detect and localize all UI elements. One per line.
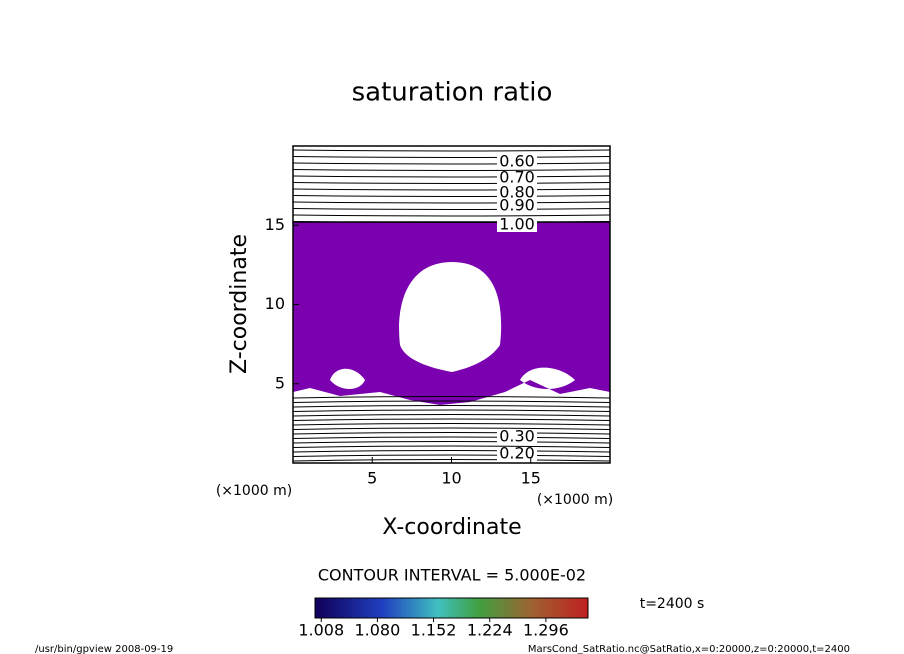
x-tick-label: 15: [521, 469, 541, 488]
chart-title: saturation ratio: [352, 78, 553, 108]
contour-label: 1.00: [499, 215, 535, 234]
contour-label: 0.70: [499, 168, 535, 187]
contour-lines: 0.600.700.800.901.00 0.300.20: [292, 149, 611, 463]
contour-line: [292, 400, 611, 403]
contour-line: [292, 445, 611, 448]
contour-label-bg: [497, 171, 537, 185]
y-tick-label: 15: [265, 215, 285, 234]
colorbar-tick-label: 1.152: [411, 621, 457, 640]
contour-label-bg: [497, 199, 537, 213]
contour-line: [292, 450, 611, 453]
contour-line: [292, 427, 611, 430]
contour-line: [292, 156, 611, 158]
contour-label-bg: [497, 218, 537, 232]
contour-line: [292, 414, 611, 417]
contour-line: [292, 454, 611, 457]
contour-line: [292, 409, 611, 412]
contour-line: [292, 396, 611, 399]
colorbar-tick-label: 1.296: [523, 621, 569, 640]
contour-line: [292, 188, 611, 191]
contour-line: [292, 436, 611, 439]
colorbar-tick-label: 1.224: [467, 621, 513, 640]
colorbar: [314, 597, 589, 619]
contour-label-bg: [497, 186, 537, 200]
contour-line: [292, 405, 611, 408]
contour-line: [292, 182, 611, 184]
contour-line: [292, 423, 611, 426]
contour-line: [292, 195, 611, 197]
x-tick-label: 5: [367, 469, 377, 488]
contour-label: 0.60: [499, 152, 535, 171]
contour-label-bg: [497, 430, 537, 444]
contour-interval: CONTOUR INTERVAL = 5.000E-02: [318, 566, 586, 585]
footer-left: /usr/bin/gpview 2008-09-19: [35, 644, 173, 654]
x-unit: (×1000 m): [537, 492, 613, 508]
x-tick-label: 10: [441, 469, 461, 488]
contour-line: [292, 441, 611, 444]
contour-label: 0.80: [499, 183, 535, 202]
contour-label-bg: [497, 155, 537, 169]
time-label: t=2400 s: [640, 596, 705, 612]
contour-label: 0.30: [499, 427, 535, 446]
contour-line: [292, 169, 611, 171]
contour-line: [292, 418, 611, 421]
contour-label: 0.20: [499, 444, 535, 463]
x-axis-label: X-coordinate: [382, 515, 521, 540]
contour-label-bg: [497, 447, 537, 461]
y-unit: (×1000 m): [216, 483, 292, 499]
colorbar-tick-label: 1.008: [298, 621, 344, 640]
footer-right: MarsCond_SatRatio.nc@SatRatio,x=0:20000,…: [528, 644, 850, 654]
contour-line: [292, 208, 611, 210]
contour-line: [292, 214, 611, 217]
y-axis-label: Z-coordinate: [227, 234, 252, 374]
y-tick-label: 10: [265, 294, 285, 313]
contour-line: [292, 201, 611, 204]
contour-label: 0.90: [499, 196, 535, 215]
y-tick-label: 5: [275, 373, 285, 392]
contour-line: [292, 432, 611, 435]
shaded-region: [293, 222, 610, 405]
contour-line: [292, 149, 611, 152]
contour-line: [292, 162, 611, 165]
contour-line: [292, 175, 611, 178]
colorbar-tick-label: 1.080: [354, 621, 400, 640]
